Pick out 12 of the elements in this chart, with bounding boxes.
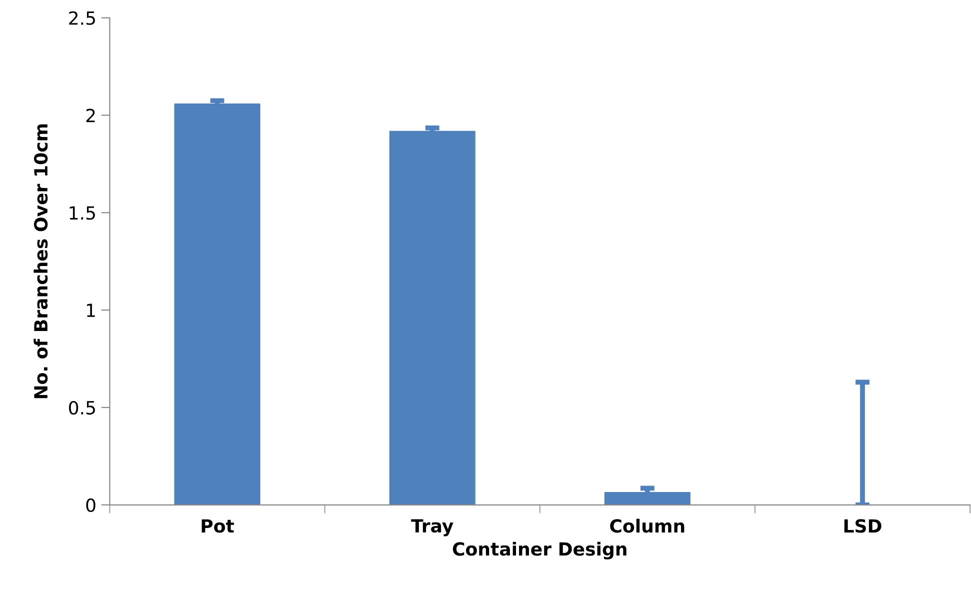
x-tick-label: Tray [411, 519, 454, 536]
x-tick-label: Pot [202, 519, 234, 533]
x-tick-label: Column [610, 518, 684, 533]
x-tick-label: LSD [844, 519, 882, 533]
y-tick-label: 2.5 [69, 11, 95, 25]
y-tick-label: 2 [86, 108, 95, 122]
y-tick-label: 0.5 [69, 400, 95, 415]
y-tick-label: 0 [86, 498, 96, 512]
y-tick-label: 1 [87, 304, 95, 317]
y-axis-title: No. of Branches Over 10cm [34, 124, 48, 398]
x-axis-title: Container Design [452, 542, 626, 560]
y-tick-label: 1.5 [70, 206, 95, 220]
